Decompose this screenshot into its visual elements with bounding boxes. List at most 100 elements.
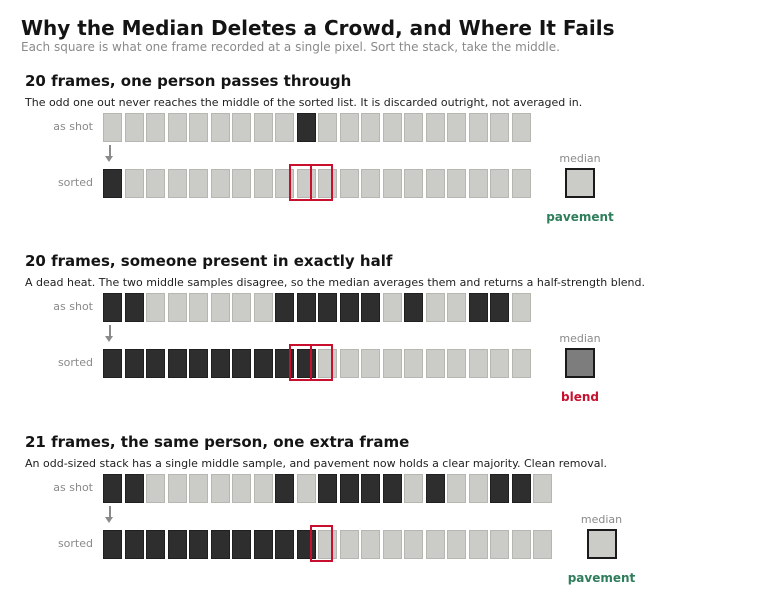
pavement-sample-cell <box>447 530 466 559</box>
pavement-sample-cell <box>404 169 423 198</box>
pavement-sample-cell <box>167 474 187 503</box>
sort-arrow-icon <box>104 506 116 524</box>
panel-caption: A dead heat. The two middle samples disa… <box>25 276 645 289</box>
pavement-sample-cell <box>167 113 187 142</box>
panel-heading: 20 frames, one person passes through <box>25 72 352 90</box>
pavement-sample-cell <box>253 474 273 503</box>
median-label: median <box>559 152 601 165</box>
as-shot-label: as shot <box>53 481 93 494</box>
sort-arrow-icon <box>104 325 116 343</box>
person-sample-cell <box>361 474 380 503</box>
median-label: median <box>580 513 623 526</box>
arrow-head <box>105 517 113 523</box>
sorted-label: sorted <box>57 537 93 550</box>
pavement-sample-cell <box>361 113 380 142</box>
pavement-sample-cell <box>210 474 230 503</box>
person-sample-cell <box>275 474 294 503</box>
pavement-sample-cell <box>103 113 122 142</box>
pavement-sample-cell <box>210 293 230 322</box>
person-sample-cell <box>103 474 122 503</box>
pavement-sample-cell <box>382 530 402 559</box>
pavement-sample-cell <box>189 169 208 198</box>
pavement-sample-cell <box>146 113 165 142</box>
person-sample-cell <box>103 530 122 559</box>
pavement-sample-cell <box>232 293 251 322</box>
median-result-label: blend <box>561 390 599 404</box>
pavement-sample-cell <box>275 113 294 142</box>
pavement-sample-cell <box>468 530 488 559</box>
pavement-sample-cell <box>146 474 165 503</box>
median-result-label: pavement <box>567 571 636 585</box>
pavement-sample-cell <box>382 293 402 322</box>
person-sample-cell <box>382 474 402 503</box>
pavement-sample-cell <box>189 113 208 142</box>
page-subtitle: Each square is what one frame recorded a… <box>21 40 560 54</box>
sorted-label: sorted <box>57 356 93 369</box>
person-sample-cell <box>296 293 316 322</box>
pavement-sample-cell <box>232 169 251 198</box>
pavement-sample-cell <box>339 349 359 378</box>
person-sample-cell <box>210 349 230 378</box>
pavement-sample-cell <box>318 113 337 142</box>
pavement-sample-cell <box>468 113 488 142</box>
person-sample-cell <box>189 349 208 378</box>
person-sample-cell <box>404 293 423 322</box>
person-sample-cell <box>189 530 208 559</box>
panel-2: 20 frames, someone present in exactly ha… <box>0 252 757 432</box>
person-sample-cell <box>124 474 144 503</box>
person-sample-cell <box>339 293 359 322</box>
pavement-sample-cell <box>447 349 466 378</box>
pavement-sample-cell <box>533 530 552 559</box>
pavement-sample-cell <box>382 349 402 378</box>
pavement-sample-cell <box>361 530 380 559</box>
person-sample-cell <box>296 113 316 142</box>
pavement-sample-cell <box>404 113 423 142</box>
pavement-sample-cell <box>425 113 445 142</box>
as-shot-label: as shot <box>53 120 93 133</box>
panel-3: 21 frames, the same person, one extra fr… <box>0 433 757 613</box>
sort-arrow-icon <box>104 145 116 163</box>
sorted-strip <box>103 530 555 559</box>
person-sample-cell <box>275 293 294 322</box>
pavement-sample-cell <box>404 474 423 503</box>
pavement-sample-cell <box>146 169 165 198</box>
pavement-sample-cell <box>425 169 445 198</box>
person-sample-cell <box>425 474 445 503</box>
person-sample-cell <box>124 293 144 322</box>
pavement-sample-cell <box>447 293 466 322</box>
pavement-sample-cell <box>490 113 509 142</box>
pavement-sample-cell <box>339 530 359 559</box>
middle-sample-highlight <box>310 164 333 201</box>
pavement-sample-cell <box>404 349 423 378</box>
person-sample-cell <box>318 474 337 503</box>
pavement-sample-cell <box>468 169 488 198</box>
pavement-sample-cell <box>210 113 230 142</box>
pavement-sample-cell <box>361 349 380 378</box>
person-sample-cell <box>167 349 187 378</box>
arrow-head <box>105 156 113 162</box>
pavement-sample-cell <box>124 169 144 198</box>
panel-caption: The odd one out never reaches the middle… <box>25 96 583 109</box>
person-sample-cell <box>232 530 251 559</box>
person-sample-cell <box>318 293 337 322</box>
pavement-sample-cell <box>361 169 380 198</box>
pavement-sample-cell <box>468 474 488 503</box>
pavement-sample-cell <box>189 293 208 322</box>
arrow-head <box>105 336 113 342</box>
median-label: median <box>559 332 601 345</box>
arrow-shaft <box>109 145 111 157</box>
pavement-sample-cell <box>189 474 208 503</box>
pavement-sample-cell <box>490 169 509 198</box>
pavement-sample-cell <box>210 169 230 198</box>
pavement-sample-cell <box>511 293 531 322</box>
sorted-label: sorted <box>57 176 93 189</box>
pavement-sample-cell <box>490 530 509 559</box>
pavement-sample-cell <box>425 293 445 322</box>
as-shot-strip <box>103 293 533 322</box>
person-sample-cell <box>490 293 509 322</box>
person-sample-cell <box>275 530 294 559</box>
pavement-sample-cell <box>425 349 445 378</box>
pavement-sample-cell <box>124 113 144 142</box>
pavement-sample-cell <box>253 169 273 198</box>
panel-1: 20 frames, one person passes through The … <box>0 72 757 252</box>
